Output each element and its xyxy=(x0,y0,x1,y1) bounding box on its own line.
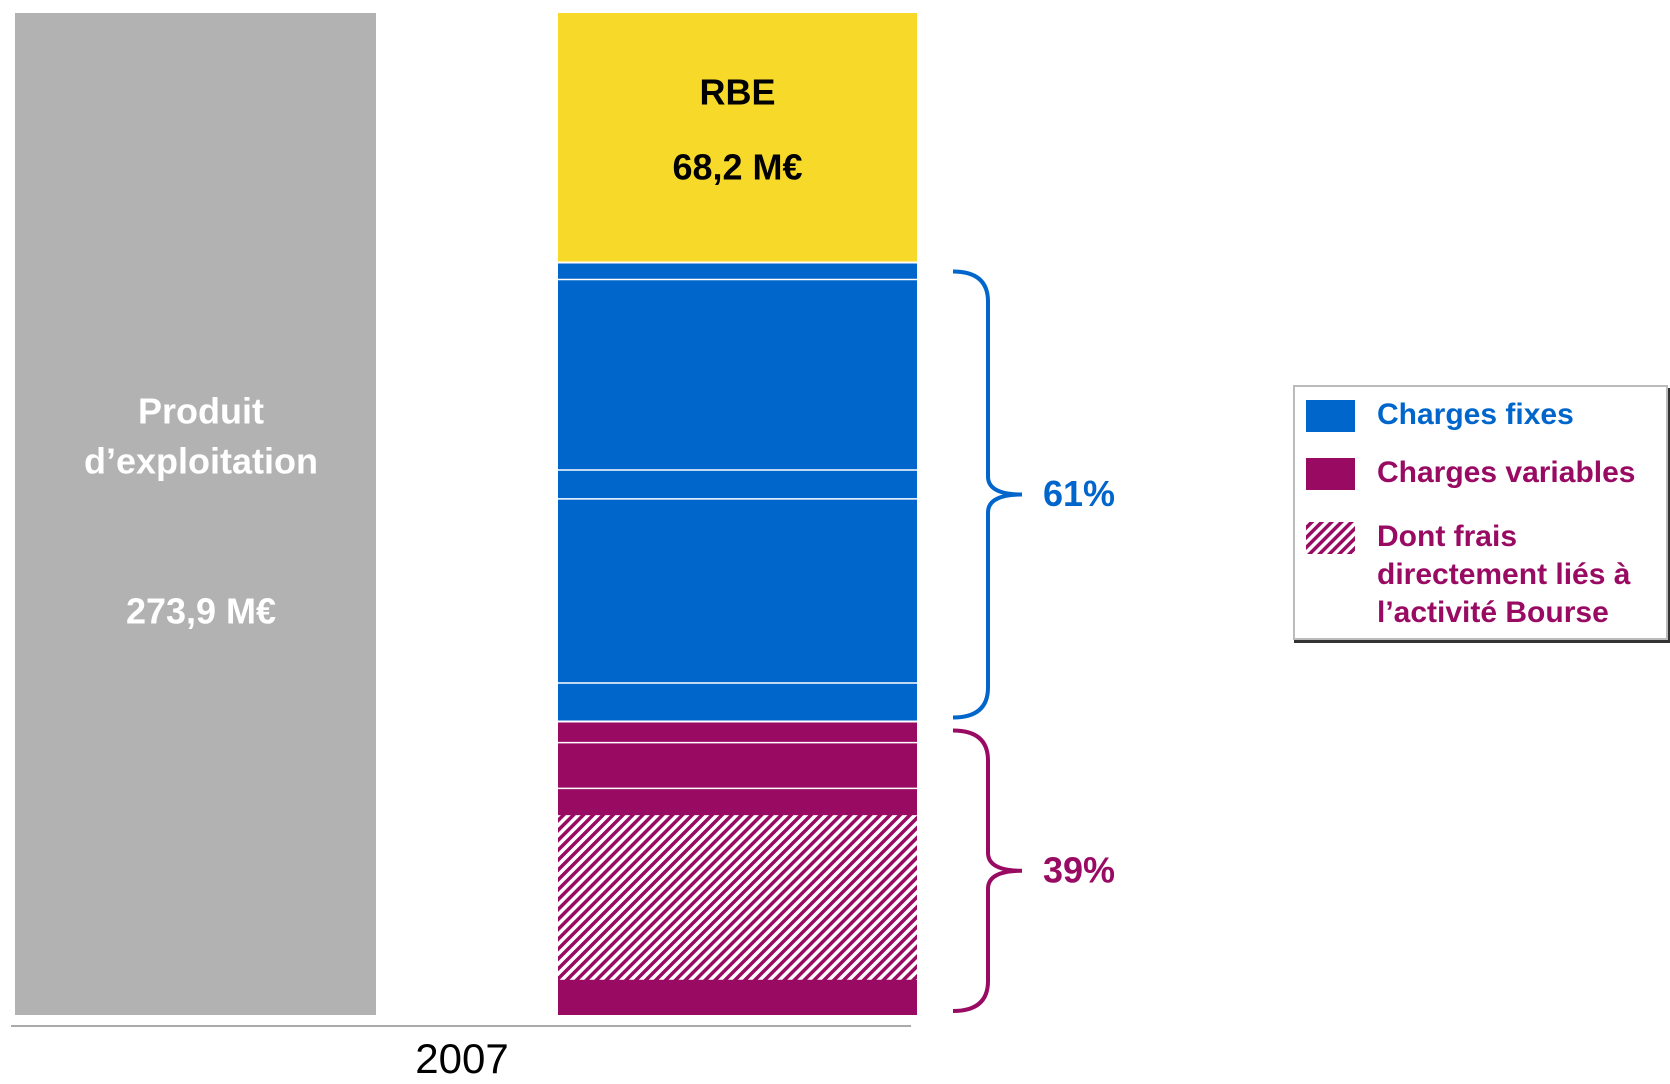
bar xyxy=(15,13,376,1015)
brace xyxy=(952,728,1023,1013)
bar-label: d’exploitation xyxy=(84,441,318,482)
x-tick-label: 2007 xyxy=(415,1035,508,1082)
value-label: 273,9 M€ xyxy=(126,591,276,632)
legend-label: Charges fixes xyxy=(1377,398,1574,431)
legend-swatch xyxy=(1306,522,1355,554)
legend-label: Charges variables xyxy=(1377,456,1635,489)
value-label: 68,2 M€ xyxy=(672,147,802,188)
bar-segment xyxy=(558,262,917,722)
bar-label: Produit xyxy=(138,391,264,432)
percent-label: 39% xyxy=(1043,849,1115,890)
legend-swatch xyxy=(1306,400,1355,432)
bar-segment xyxy=(558,13,917,263)
legend-box xyxy=(1293,385,1668,640)
hatched-part xyxy=(558,815,917,980)
segment-label: RBE xyxy=(699,72,775,113)
legend-label: directement liés à xyxy=(1377,558,1631,591)
legend-label: l’activité Bourse xyxy=(1377,596,1609,629)
legend-swatch xyxy=(1306,458,1355,490)
brace xyxy=(952,269,1023,720)
percent-label: 61% xyxy=(1043,473,1115,514)
legend-label: Dont frais xyxy=(1377,520,1517,553)
